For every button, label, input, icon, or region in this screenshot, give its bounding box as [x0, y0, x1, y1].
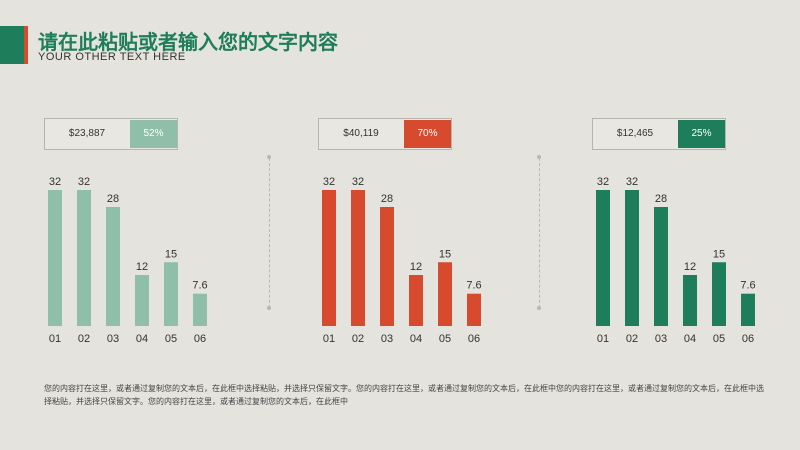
- chart-panel-3: $12,465 25% 32 01 32 02 28 03 12 04 15 05 7.6 06: [592, 118, 792, 348]
- bar-06: [741, 293, 755, 326]
- kpi-percent-fill: 25%: [678, 120, 725, 148]
- bar-01: [48, 190, 62, 326]
- chart-panel-2: $40,119 70% 32 01 32 02 28 03 12 04 15 05 7.6 06: [318, 118, 518, 348]
- footer-text: 您的内容打在这里，或者通过复制您的文本后，在此框中选择粘贴，并选择只保留文字。您…: [44, 384, 764, 406]
- divider-dot: [267, 306, 271, 310]
- category-label: 04: [410, 333, 422, 345]
- category-label: 02: [626, 333, 638, 345]
- panel-divider: [539, 158, 540, 308]
- bar-value-label: 32: [352, 176, 364, 188]
- title-accent-bar: [0, 26, 24, 64]
- divider-dot: [537, 155, 541, 159]
- category-label: 03: [655, 333, 667, 345]
- kpi-amount: $12,465: [616, 128, 654, 139]
- category-label: 05: [713, 333, 725, 345]
- bar-value-label: 32: [626, 176, 638, 188]
- bar-04: [409, 275, 423, 326]
- category-label: 02: [352, 333, 364, 345]
- bar-04: [683, 275, 697, 326]
- bar-value-label: 15: [165, 248, 177, 260]
- category-label: 04: [684, 333, 696, 345]
- bar-03: [654, 207, 668, 326]
- bar-01: [596, 190, 610, 326]
- bar-value-label: 12: [410, 261, 422, 273]
- bar-value-label: 32: [597, 176, 609, 188]
- category-label: 05: [439, 333, 451, 345]
- bar-value-label: 15: [439, 248, 451, 260]
- bar-chart: 32 01 32 02 28 03 12 04 15 05 7.6 06: [48, 176, 208, 345]
- bar-02: [351, 190, 365, 326]
- kpi-amount: $40,119: [343, 128, 379, 139]
- category-label: 03: [381, 333, 393, 345]
- kpi-box: $12,465 25%: [592, 118, 726, 150]
- category-label: 05: [165, 333, 177, 345]
- bar-03: [380, 207, 394, 326]
- bar-value-label: 28: [107, 193, 119, 205]
- bar-value-label: 32: [49, 176, 61, 188]
- bar-05: [438, 262, 452, 326]
- category-label: 01: [597, 333, 609, 345]
- category-label: 06: [468, 333, 480, 345]
- kpi-box: $23,887 52%: [44, 118, 178, 150]
- title-accent-stripe: [24, 26, 28, 64]
- chart-panel-1: $23,887 52% 32 01 32 02 28 03 12 04 15 05 7.6 06: [44, 118, 244, 348]
- bar-value-label: 32: [323, 176, 335, 188]
- bar-03: [106, 207, 120, 326]
- kpi-percent-fill: 70%: [404, 120, 451, 148]
- category-label: 03: [107, 333, 119, 345]
- bar-05: [712, 262, 726, 326]
- bar-06: [193, 293, 207, 326]
- divider-dot: [267, 155, 271, 159]
- kpi-box: $40,119 70%: [318, 118, 452, 150]
- category-label: 04: [136, 333, 148, 345]
- bar-04: [135, 275, 149, 326]
- bar-value-label: 32: [78, 176, 90, 188]
- bar-01: [322, 190, 336, 326]
- bar-chart: 32 01 32 02 28 03 12 04 15 05 7.6 06: [322, 176, 482, 345]
- bar-value-label: 28: [381, 193, 393, 205]
- bar-chart: 32 01 32 02 28 03 12 04 15 05 7.6 06: [596, 176, 756, 345]
- kpi-amount: $23,887: [68, 128, 106, 139]
- divider-dot: [537, 306, 541, 310]
- page-subtitle: YOUR OTHER TEXT HERE: [38, 51, 186, 63]
- bar-06: [467, 293, 481, 326]
- category-label: 01: [49, 333, 61, 345]
- kpi-percent-fill: 52%: [130, 120, 177, 148]
- page-title: 请在此粘贴或者输入您的文字内容: [38, 30, 338, 54]
- category-label: 02: [78, 333, 90, 345]
- category-label: 06: [194, 333, 206, 345]
- bar-value-label: 15: [713, 248, 725, 260]
- category-label: 06: [742, 333, 754, 345]
- bar-value-label: 12: [136, 261, 148, 273]
- bar-value-label: 7.6: [740, 280, 755, 292]
- bar-value-label: 28: [655, 193, 667, 205]
- bar-02: [77, 190, 91, 326]
- category-label: 01: [323, 333, 335, 345]
- bar-02: [625, 190, 639, 326]
- bar-05: [164, 262, 178, 326]
- panel-divider: [269, 158, 270, 308]
- bar-value-label: 7.6: [192, 280, 207, 292]
- bar-value-label: 12: [684, 261, 696, 273]
- bar-value-label: 7.6: [466, 280, 481, 292]
